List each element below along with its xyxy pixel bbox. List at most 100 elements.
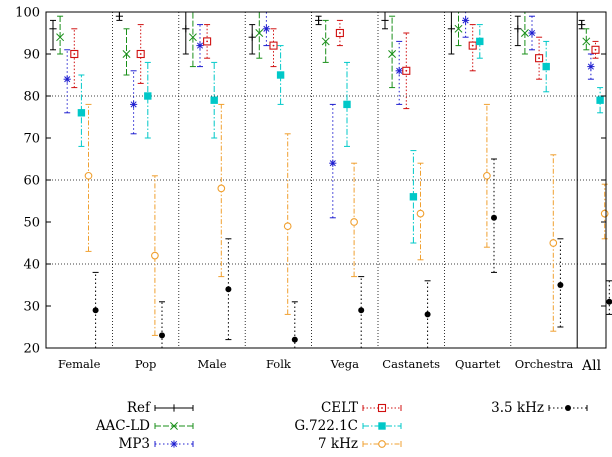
data-point — [255, 29, 264, 37]
legend-item-3-5-khz: 3.5 kHz — [491, 400, 588, 416]
data-point — [468, 41, 477, 50]
error-bar — [57, 15, 64, 55]
marker-dot — [594, 48, 597, 51]
data-point — [63, 75, 71, 83]
legend-item-aac-ld: AAC-LD — [95, 418, 194, 434]
error-bar — [151, 175, 158, 336]
series-mp3 — [63, 11, 595, 219]
error-bar — [601, 183, 608, 240]
marker-circle — [378, 440, 386, 448]
error-bar — [403, 32, 410, 110]
legend-marker — [378, 440, 386, 448]
marker-dot — [471, 44, 474, 47]
error-bar — [50, 19, 56, 51]
error-bar — [182, 11, 189, 55]
x-category-label: Female — [58, 357, 101, 371]
data-point — [291, 336, 298, 343]
legend-marker — [565, 405, 571, 411]
marker-circle — [483, 171, 491, 180]
error-bar — [225, 238, 232, 341]
data-point — [144, 92, 152, 100]
marker-circle — [151, 251, 159, 260]
legend-label: Ref — [127, 400, 151, 416]
data-point — [248, 33, 256, 41]
data-point — [476, 37, 484, 46]
marker-square — [210, 96, 218, 104]
data-point — [591, 45, 600, 54]
error-bar — [130, 70, 137, 135]
data-point — [225, 286, 232, 293]
marker-circle — [283, 222, 292, 231]
x-category-label: Orchestra — [515, 357, 574, 371]
data-point — [549, 239, 558, 247]
series-ref — [49, 11, 586, 55]
y-tick-label: 90 — [23, 48, 40, 63]
marker-circle — [217, 184, 226, 193]
data-point — [115, 12, 123, 20]
data-point — [56, 33, 65, 42]
legend-label: 3.5 kHz — [491, 400, 544, 416]
data-point — [462, 16, 470, 24]
marker-circle — [424, 311, 431, 318]
marker-circle — [84, 171, 93, 180]
marker-dot — [73, 53, 76, 55]
marker-circle — [291, 336, 298, 343]
marker-circle — [549, 239, 558, 247]
data-point — [424, 311, 431, 318]
error-bar — [462, 11, 469, 38]
data-point — [358, 307, 365, 314]
data-point — [262, 25, 270, 33]
marker-stroke — [130, 101, 137, 108]
error-bar — [71, 28, 78, 89]
legend: Ref AAC-LD MP3 CELT G.722.1C 7 kHz 3.5 kHz — [95, 400, 588, 452]
marker-dot — [206, 40, 209, 43]
y-tick-label: 100 — [15, 6, 40, 21]
data-point — [203, 37, 212, 46]
y-tick-label: 50 — [23, 216, 40, 231]
legend-item-ref: Ref — [127, 400, 194, 416]
error-bar — [204, 24, 211, 59]
legend-marker — [170, 440, 178, 448]
marker-stroke — [122, 50, 131, 58]
data-point — [535, 54, 544, 63]
data-point — [557, 282, 564, 288]
legend-label: AAC-LD — [95, 418, 150, 434]
data-point — [606, 298, 612, 305]
data-point — [84, 171, 93, 180]
marker-dot — [339, 32, 341, 34]
marker-circle — [350, 218, 358, 226]
data-point — [454, 24, 463, 33]
data-point — [542, 62, 550, 71]
marker-dot — [381, 407, 383, 409]
marker-square — [343, 100, 351, 109]
data-point — [395, 67, 403, 75]
marker-dot — [538, 57, 540, 60]
legend-label: 7 kHz — [318, 436, 358, 452]
data-point — [587, 63, 595, 71]
data-point — [217, 184, 226, 193]
marker-circle — [358, 307, 365, 314]
data-point — [77, 109, 86, 117]
data-point — [350, 218, 358, 226]
data-point — [196, 42, 204, 50]
error-bar — [606, 280, 612, 315]
marker-stroke — [321, 37, 330, 46]
data-point — [596, 96, 604, 104]
series-7-khz — [84, 103, 609, 336]
marker-stroke — [587, 63, 594, 70]
marker-circle — [565, 405, 571, 411]
legend-marker — [378, 422, 386, 430]
marker-stroke — [188, 33, 197, 42]
error-bar — [396, 40, 403, 105]
data-point — [276, 71, 285, 79]
marker-stroke — [255, 29, 264, 37]
legend-item-mp3: MP3 — [119, 436, 194, 452]
marker-circle — [557, 282, 564, 288]
data-point — [92, 307, 99, 314]
legend-marker — [170, 422, 178, 430]
series-3-5-khz — [92, 158, 612, 349]
marker-stroke — [528, 29, 536, 37]
data-point — [130, 100, 138, 108]
marker-circle — [416, 209, 425, 218]
error-bar — [159, 301, 165, 349]
